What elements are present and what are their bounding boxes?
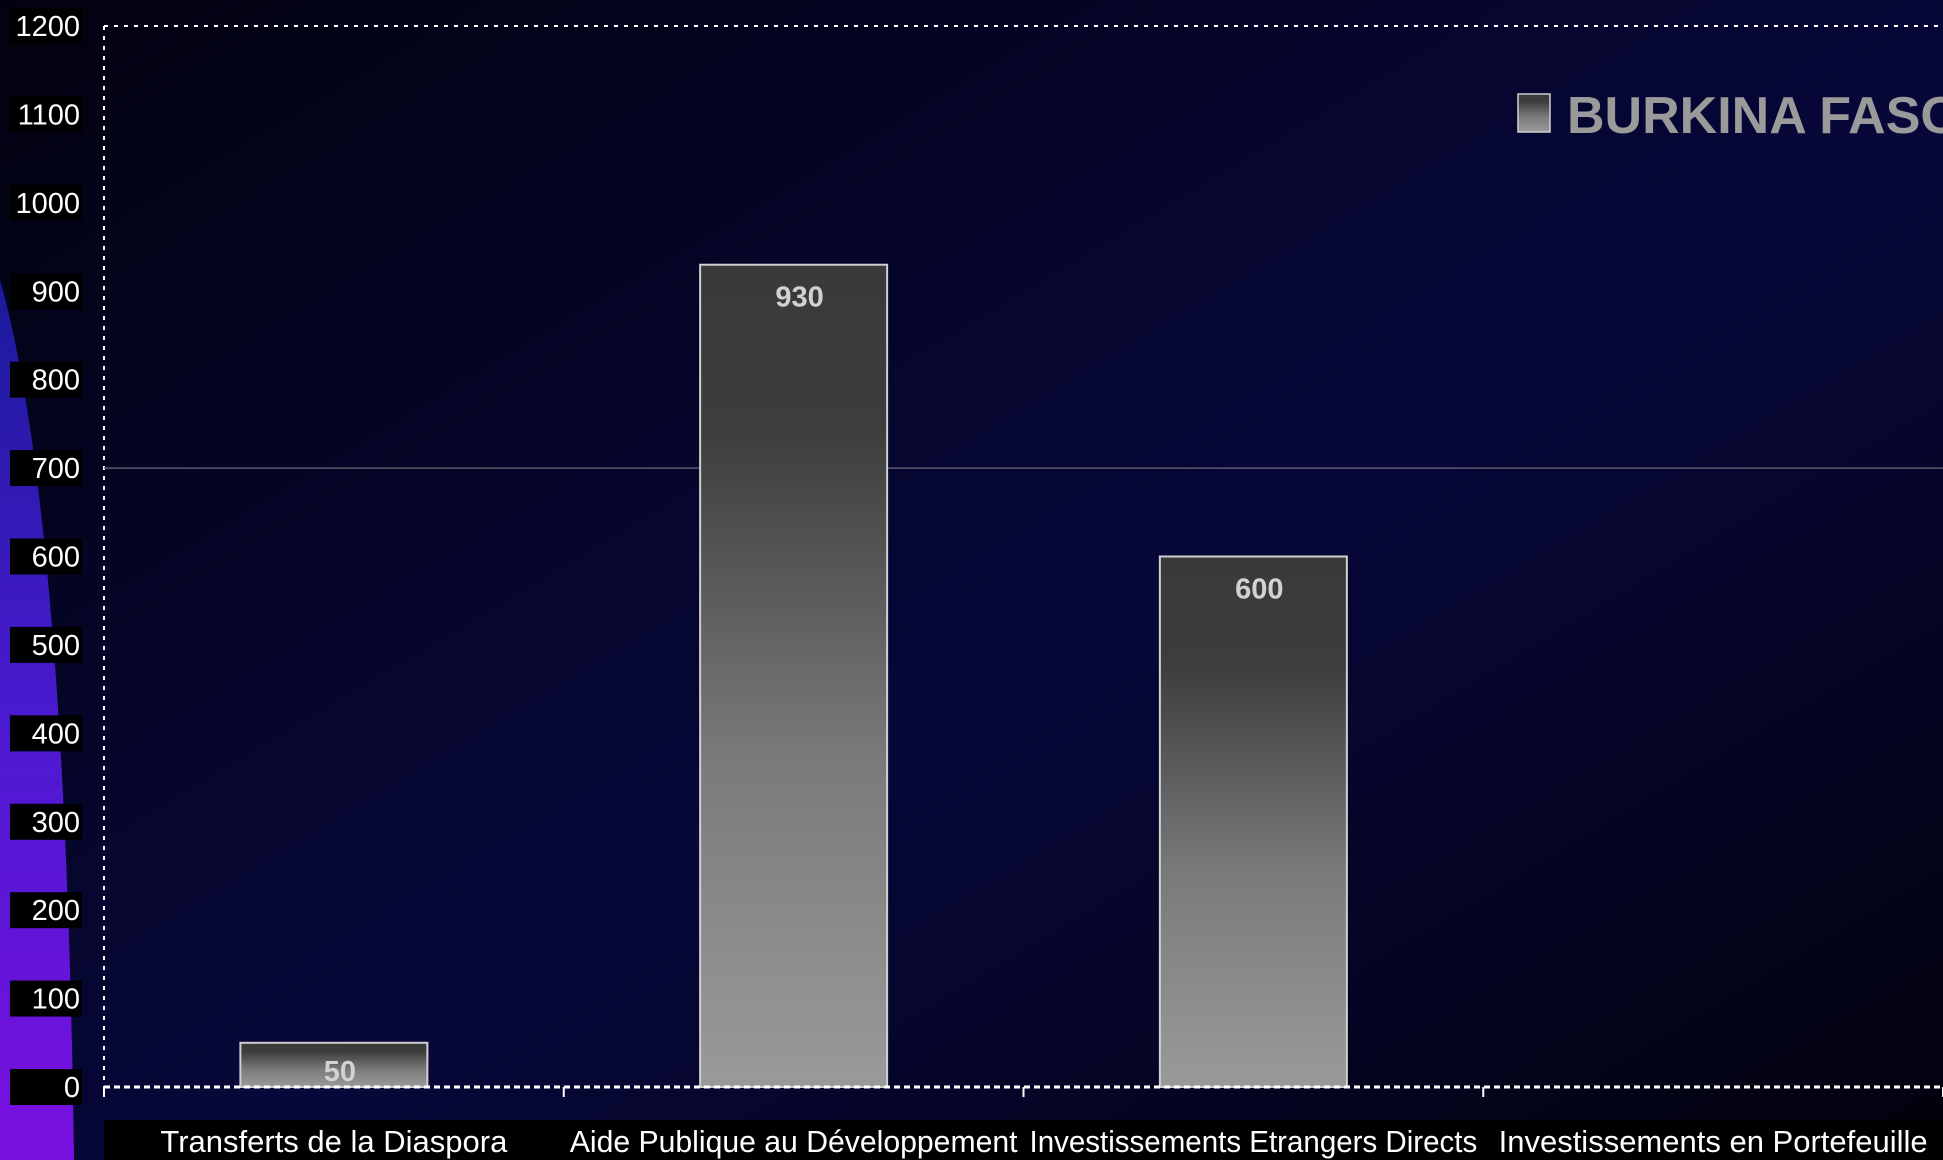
x-tick-label-background [1023, 1120, 1484, 1160]
bar [699, 263, 889, 1089]
bar [1158, 555, 1348, 1088]
y-tick-label: 700 [32, 453, 80, 485]
legend-swatch [1517, 93, 1551, 133]
bar [239, 1041, 429, 1088]
y-tick-label: 400 [32, 718, 80, 750]
bar-data-label: 50 [324, 1056, 356, 1088]
y-tick-label-background [10, 361, 82, 398]
y-tick-label-background [10, 184, 82, 221]
bar-data-label: 930 [775, 282, 823, 314]
y-tick-label: 600 [32, 542, 80, 574]
x-tick-label-background [1483, 1120, 1943, 1160]
y-tick-label-background [10, 1069, 82, 1105]
x-tick-label: Investissements Etrangers Directs [1030, 1124, 1478, 1159]
y-tick-label: 200 [32, 895, 80, 927]
y-tick-label: 1200 [15, 11, 80, 43]
y-tick-label: 100 [32, 984, 80, 1016]
y-tick-label: 900 [32, 276, 80, 308]
x-tick-label-background [103, 1120, 564, 1160]
y-tick-label: 1000 [15, 188, 80, 220]
x-tick-label: Investissements en Portefeuille [1499, 1124, 1928, 1159]
y-tick-label: 1100 [18, 99, 80, 131]
bar-data-label: 600 [1235, 574, 1283, 606]
y-tick-label-background [10, 273, 82, 310]
y-tick-label-background [10, 980, 82, 1017]
y-tick-label-background [10, 892, 82, 929]
legend-label: BURKINA FASO [1567, 87, 1943, 145]
y-tick-label-background [10, 96, 82, 133]
y-tick-label-background [10, 803, 82, 840]
x-tick-label-background [563, 1120, 1024, 1160]
y-tick-label-background [10, 715, 82, 752]
y-tick-label: 0 [64, 1072, 80, 1104]
y-tick-label-background [10, 8, 82, 44]
y-tick-label-background [10, 538, 82, 575]
x-tick-label: Transferts de la Diaspora [160, 1124, 508, 1159]
y-tick-label-background [10, 450, 82, 487]
y-tick-label: 300 [32, 807, 80, 839]
y-tick-label: 800 [32, 365, 80, 397]
y-tick-label-background [10, 626, 82, 663]
y-tick-label: 500 [32, 630, 80, 662]
x-tick-label: Aide Publique au Développement [570, 1124, 1018, 1159]
